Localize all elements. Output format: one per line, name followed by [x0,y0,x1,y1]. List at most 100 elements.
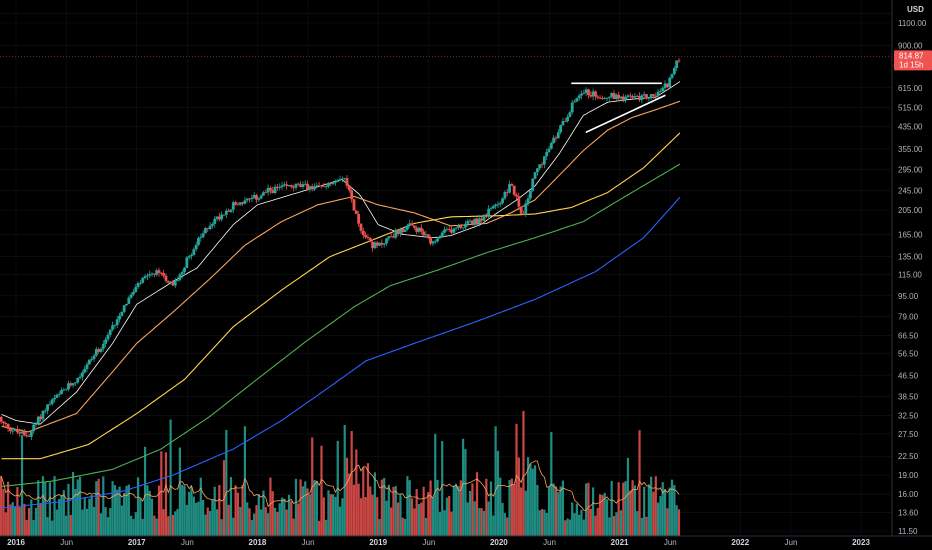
volume-bar [677,509,681,536]
candle-body [287,185,291,186]
candle-body [587,89,590,96]
candle-body [496,204,500,206]
volume-bar [371,494,374,536]
volume-bar [466,502,469,536]
volume-bar [120,505,123,536]
volume-bar [533,465,537,536]
candle-body [113,325,117,326]
time-tick: Jun [543,538,556,547]
candle-body [598,97,602,99]
volume-bar [482,510,486,536]
candlesticks [0,58,681,441]
volume-bar [619,510,623,536]
volume-bar [608,517,611,536]
volume-bar [408,480,411,536]
time-tick: Jun [60,538,73,547]
time-tick: 2022 [731,538,749,547]
candle-body [180,272,184,275]
volume-bar [380,479,383,536]
volume-bar [199,477,202,536]
candle-body [250,197,254,200]
volume-bar [174,511,177,536]
last-price-value: 814.87 [899,51,924,60]
candle-body [108,329,112,335]
candle-body [99,348,103,352]
candle-body [589,95,593,97]
volume-bar [392,486,395,536]
volume-bar [171,514,175,536]
candle-body [357,213,361,224]
time-tick: 2016 [7,538,25,547]
candle-body [0,417,3,422]
volume-bar [164,452,168,536]
volume-bar [605,499,609,536]
time-tick: Jun [302,538,315,547]
volume-bar [399,494,402,536]
candle-body [57,393,61,395]
candle-body [661,87,665,92]
volume-bar [197,501,200,536]
candle-body [417,227,421,232]
volume-bar [394,486,397,536]
volume-bar [150,498,154,536]
volume-bar [23,503,26,536]
candle-body [396,230,400,234]
candle-body [204,228,207,234]
price-axis[interactable]: 1100.00 900.00 615.00 515.00 435.00 355.00 295… [898,19,927,536]
volume-bar [633,485,636,536]
candle-body [69,383,73,386]
candle-body [464,223,467,228]
time-tick: Jun [785,538,798,547]
candle-body [224,210,228,215]
price-tick: 79.00 [898,312,919,321]
candle-body [443,229,446,233]
volume-bar [603,492,606,536]
volume-bar [74,489,77,536]
candle-body [78,376,82,379]
time-axis[interactable]: 2016 Jun 2017 Jun 2018 Jun 2019 Jun 2020 Jun 2021 J… [7,538,870,547]
candle-body [454,227,458,229]
candle-body [46,404,49,411]
volume-bar [178,447,181,536]
candle-body [538,164,542,169]
volume-bar [334,496,337,536]
candle-body [582,92,586,94]
trendline-annotations[interactable] [571,82,666,134]
volume-bar [670,479,674,536]
time-tick: 2020 [490,538,508,547]
volume-bar [636,511,639,536]
price-tick: 615.00 [898,84,923,93]
candle-body [338,179,342,181]
volume-bar [397,502,400,536]
volume-bar [441,441,444,536]
volume-bar [631,480,634,536]
candle-body [322,186,326,188]
candle-body [336,180,340,182]
candle-body [452,228,456,233]
candle-body [447,229,451,230]
volume-bar [517,457,520,536]
volume-bar [301,486,305,536]
candle-body [433,241,437,243]
candle-body [43,410,47,412]
candle-body [289,185,293,187]
time-tick: 2017 [128,538,146,547]
volume-bar [215,509,219,536]
volume-bar [622,482,625,536]
candle-body [577,95,581,99]
candle-body [563,121,567,122]
volume-bar [596,507,599,536]
volume-bar [271,491,274,536]
volume-bar [297,503,300,536]
volume-bar [276,511,279,536]
volume-bar [459,480,462,536]
candle-body [380,242,384,245]
candle-body [387,236,391,239]
volume-bar [250,520,253,536]
volume-bar [111,481,114,536]
volume-bar [185,504,188,536]
candle-body [607,96,611,98]
volume-bar [211,499,214,536]
candle-body [619,96,623,99]
